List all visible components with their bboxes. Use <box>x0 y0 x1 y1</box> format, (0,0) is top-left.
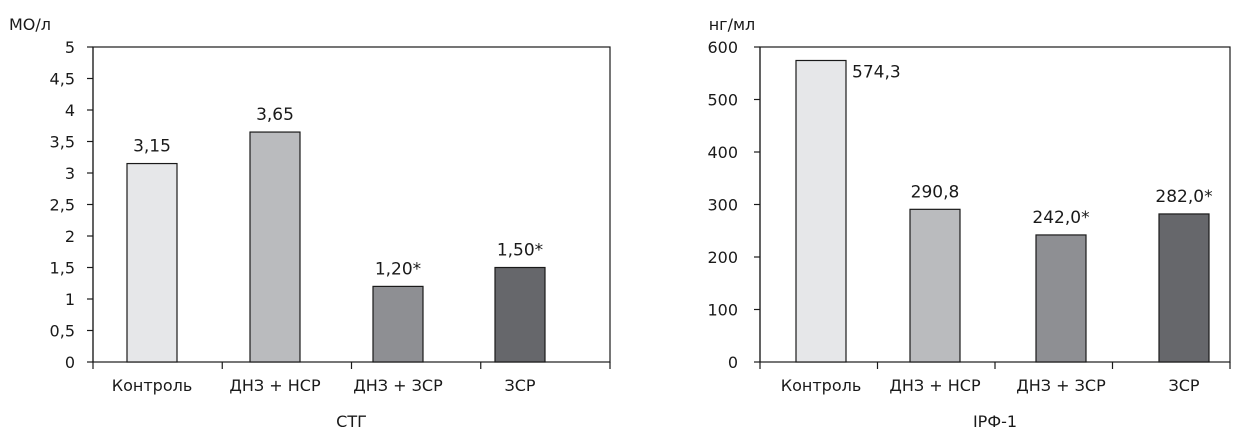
chart0-data-label: 3,15 <box>133 137 171 157</box>
chart0-bar <box>126 162 178 363</box>
chart1-bar <box>795 59 847 363</box>
chart0-category-label: ДНЗ + ЗСР <box>353 376 443 395</box>
chart0-y-tick-label: 1,5 <box>50 259 75 278</box>
chart0-x-axis-title: СТГ <box>336 412 367 431</box>
chart0-data-label: 3,65 <box>256 105 294 125</box>
chart0-y-tick-label: 2,5 <box>50 196 75 215</box>
chart0-y-tick-label: 5 <box>65 38 75 57</box>
chart0-data-label: 1,20* <box>375 259 421 279</box>
chart0-category-label: ЗСР <box>504 376 535 395</box>
chart1-category-label: ЗСР <box>1168 376 1199 395</box>
chart0-bar <box>372 285 424 363</box>
chart1-category-label: ДНЗ + ЗСР <box>1016 376 1106 395</box>
chart1-category-label: ДНЗ + НСР <box>889 376 981 395</box>
chart0-y-tick-label: 0 <box>65 353 75 372</box>
chart1-data-label: 574,3 <box>852 62 901 82</box>
chart0-bar <box>494 266 546 363</box>
chart1-data-label: 282,0* <box>1155 187 1212 207</box>
chart1-x-axis-title: ІРФ-1 <box>973 412 1017 431</box>
chart0-data-label: 1,50* <box>497 241 543 261</box>
chart0-category-label: Контроль <box>112 376 193 395</box>
chart0-y-tick-label: 0,5 <box>50 322 75 341</box>
chart1-bar <box>1158 213 1210 363</box>
chart1-y-tick-label: 300 <box>707 196 738 215</box>
chart0-y-tick-label: 2 <box>65 227 75 246</box>
chart1-unit-label: нг/мл <box>709 15 756 34</box>
chart1-category-label: Контроль <box>781 376 862 395</box>
chart1-data-label: 290,8 <box>911 182 960 202</box>
chart1-y-tick-label: 500 <box>707 91 738 110</box>
chart0-y-tick-label: 1 <box>65 290 75 309</box>
chart0-category-label: ДНЗ + НСР <box>229 376 321 395</box>
chart1-y-tick-label: 200 <box>707 248 738 267</box>
chart1-y-tick-label: 600 <box>707 38 738 57</box>
chart1-data-label: 242,0* <box>1032 208 1089 228</box>
chart0-y-tick-label: 4 <box>65 101 75 120</box>
chart0-y-tick-label: 3 <box>65 164 75 183</box>
chart0-bar <box>249 131 301 363</box>
chart0-y-tick-label: 4,5 <box>50 70 75 89</box>
chart1-bar <box>909 208 961 363</box>
chart1-y-tick-label: 100 <box>707 301 738 320</box>
chart1-bar <box>1035 234 1087 363</box>
chart1-y-tick-label: 400 <box>707 143 738 162</box>
chart0-y-tick-label: 3,5 <box>50 133 75 152</box>
chart1-y-tick-label: 0 <box>728 353 738 372</box>
chart0-unit-label: МО/л <box>9 15 51 34</box>
